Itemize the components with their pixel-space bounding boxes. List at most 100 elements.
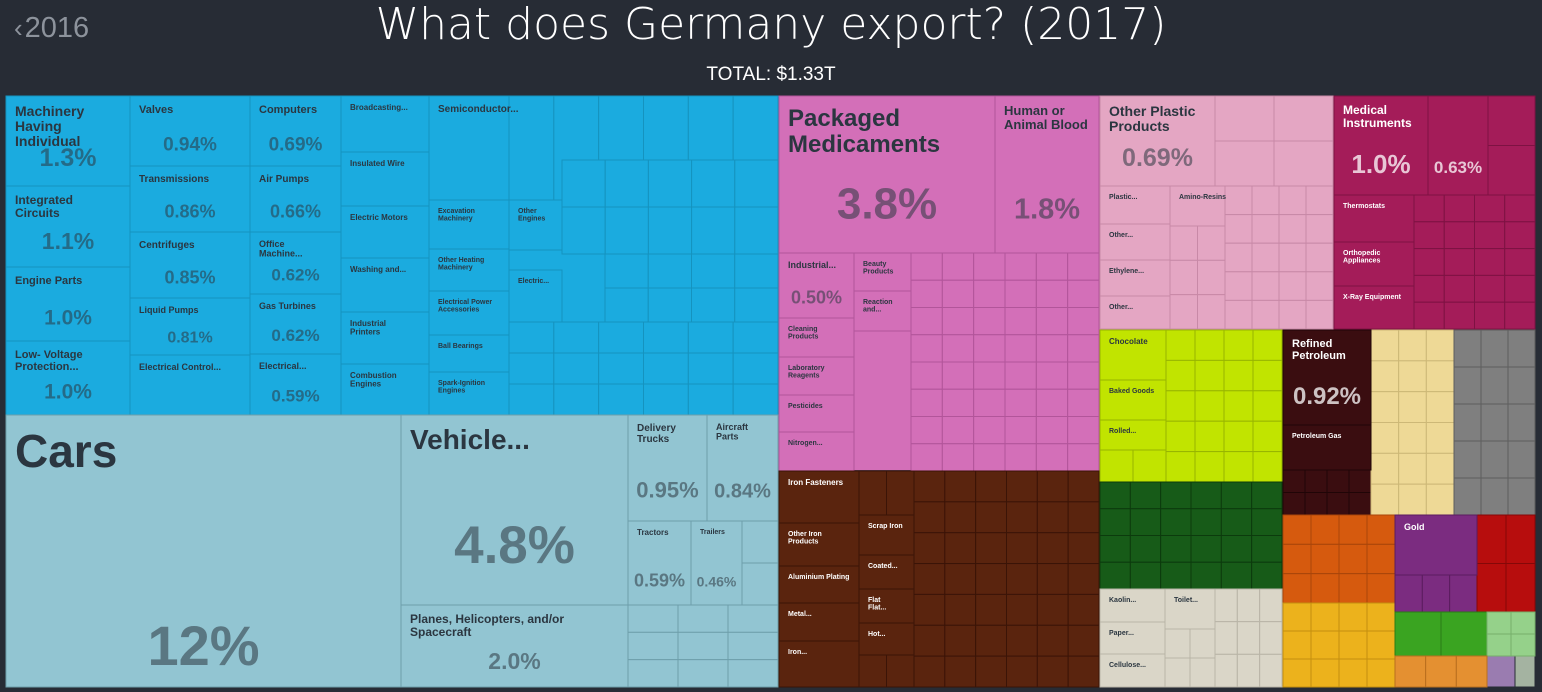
- tile-small[interactable]: [1035, 416, 1069, 445]
- tile-small[interactable]: [1259, 621, 1283, 655]
- tile-semiconductor[interactable]: Semiconductor...: [428, 95, 519, 201]
- tile-small[interactable]: [1326, 492, 1350, 516]
- tile-small[interactable]: [910, 443, 943, 472]
- tile-small[interactable]: [1160, 561, 1192, 590]
- tile-small[interactable]: [975, 470, 1008, 503]
- tile-small[interactable]: [1476, 563, 1507, 613]
- tile-small[interactable]: [1236, 621, 1261, 655]
- tile-iron[interactable]: Iron...: [778, 640, 860, 688]
- tile-thermostats[interactable]: Thermostats: [1333, 194, 1415, 243]
- tile-small[interactable]: [643, 383, 689, 416]
- tile-small[interactable]: [1453, 329, 1482, 368]
- tile-small[interactable]: [1305, 242, 1334, 273]
- tile-small[interactable]: [1443, 274, 1475, 303]
- tile-small[interactable]: [687, 321, 734, 354]
- tile-air-pumps[interactable]: Air Pumps 0.66%: [249, 165, 342, 233]
- tile-small[interactable]: [1006, 470, 1038, 503]
- tile-small[interactable]: [1282, 658, 1312, 688]
- tile-small[interactable]: [910, 252, 943, 281]
- tile-small[interactable]: [1224, 185, 1253, 216]
- tile-small[interactable]: [1035, 307, 1069, 336]
- tile-small[interactable]: [1398, 329, 1427, 362]
- tile-small[interactable]: [1282, 543, 1312, 575]
- tile-small[interactable]: [1507, 366, 1536, 405]
- tile-small[interactable]: [975, 501, 1008, 534]
- tile-small[interactable]: [643, 321, 689, 354]
- tile-small[interactable]: [1510, 611, 1536, 635]
- tile-small[interactable]: [1278, 185, 1307, 216]
- tile-other[interactable]: Other...: [1099, 223, 1171, 261]
- tile-small[interactable]: [1004, 334, 1037, 363]
- tile-small[interactable]: [1398, 422, 1427, 454]
- tile-small[interactable]: [627, 604, 679, 633]
- tile-small[interactable]: [975, 563, 1008, 595]
- tile-small[interactable]: [1507, 329, 1536, 368]
- tile-small[interactable]: [1474, 301, 1506, 330]
- tile-small[interactable]: [1443, 221, 1475, 250]
- tile-small[interactable]: [1338, 573, 1368, 604]
- tile-other-iron-products[interactable]: Other Iron Products: [778, 522, 860, 567]
- tile-small[interactable]: [913, 501, 946, 534]
- tile-small[interactable]: [910, 279, 943, 308]
- tile-small[interactable]: [734, 206, 779, 255]
- tile-small[interactable]: [1067, 593, 1100, 626]
- tile-office-machine[interactable]: Office Machine... 0.62%: [249, 231, 342, 295]
- tile-small[interactable]: [1425, 360, 1455, 393]
- tile-small[interactable]: [1413, 194, 1445, 223]
- tile-aluminium-plating[interactable]: Aluminium Plating: [778, 565, 860, 604]
- tile-small[interactable]: [691, 287, 736, 323]
- tile-low-voltage-protection[interactable]: Low- Voltage Protection... 1.0%: [5, 340, 131, 416]
- tile-small[interactable]: [1370, 422, 1400, 454]
- tile-excavation-machinery[interactable]: Excavation Machinery: [428, 199, 510, 250]
- tile-small[interactable]: [973, 334, 1006, 363]
- tile-small[interactable]: [944, 593, 977, 626]
- tile-electrical-power-accessories[interactable]: Electrical Power Accessories: [428, 290, 510, 336]
- tile-small[interactable]: [1370, 483, 1400, 516]
- tile-small[interactable]: [1504, 194, 1536, 223]
- tile-small[interactable]: [1067, 416, 1100, 445]
- tile-industrial[interactable]: Industrial... 0.50%: [778, 252, 855, 319]
- tile-cleaning-products[interactable]: Cleaning Products: [778, 317, 855, 358]
- tile-small[interactable]: [973, 279, 1006, 308]
- tile-small[interactable]: [1505, 563, 1536, 613]
- tile-small[interactable]: [1338, 514, 1368, 545]
- tile-small[interactable]: [1132, 449, 1167, 483]
- tile-cellulose[interactable]: Cellulose...: [1099, 653, 1166, 688]
- tile-small[interactable]: [1006, 593, 1038, 626]
- tile-small[interactable]: [1190, 561, 1222, 590]
- tile-small[interactable]: [858, 654, 887, 688]
- tile-electrical-control[interactable]: Electrical Control...: [129, 354, 251, 416]
- tile-small[interactable]: [1251, 535, 1283, 563]
- tile-small[interactable]: [1394, 655, 1427, 688]
- tile-small[interactable]: [1273, 95, 1334, 142]
- tile-small[interactable]: [973, 307, 1006, 336]
- tile-small[interactable]: [1214, 588, 1238, 623]
- tile-small[interactable]: [1370, 391, 1400, 423]
- tile-small[interactable]: [1214, 140, 1275, 187]
- tile-small[interactable]: [1282, 469, 1306, 493]
- tile-flat-flat[interactable]: Flat Flat...: [858, 588, 915, 624]
- tile-amino-resins[interactable]: Amino-Resins: [1169, 185, 1226, 227]
- tile-small[interactable]: [691, 206, 736, 255]
- tile-small[interactable]: [1398, 452, 1427, 485]
- tile-small[interactable]: [1507, 403, 1536, 442]
- tile-small[interactable]: [508, 321, 555, 354]
- tile-small[interactable]: [1165, 329, 1196, 361]
- back-to-2016-link[interactable]: ‹2016: [14, 10, 89, 46]
- tile-small[interactable]: [1394, 574, 1423, 613]
- tile-small[interactable]: [1474, 274, 1506, 303]
- tile-small[interactable]: [561, 159, 606, 208]
- tile-orthopedic-appliances[interactable]: Orthopedic Appliances: [1333, 241, 1415, 287]
- tile-small[interactable]: [1214, 621, 1238, 655]
- tile-small[interactable]: [1067, 279, 1100, 308]
- tile-small[interactable]: [975, 655, 1008, 688]
- tile-small[interactable]: [941, 416, 975, 445]
- tile-small[interactable]: [598, 321, 645, 354]
- tile-human-or-animal-blood[interactable]: Human or Animal Blood 1.8%: [994, 95, 1100, 254]
- tile-small[interactable]: [1129, 481, 1162, 510]
- tile-small[interactable]: [1366, 602, 1396, 632]
- tile-small[interactable]: [1190, 535, 1222, 563]
- tile-small[interactable]: [910, 307, 943, 336]
- tile-small[interactable]: [1278, 214, 1307, 244]
- tile-small[interactable]: [647, 287, 692, 323]
